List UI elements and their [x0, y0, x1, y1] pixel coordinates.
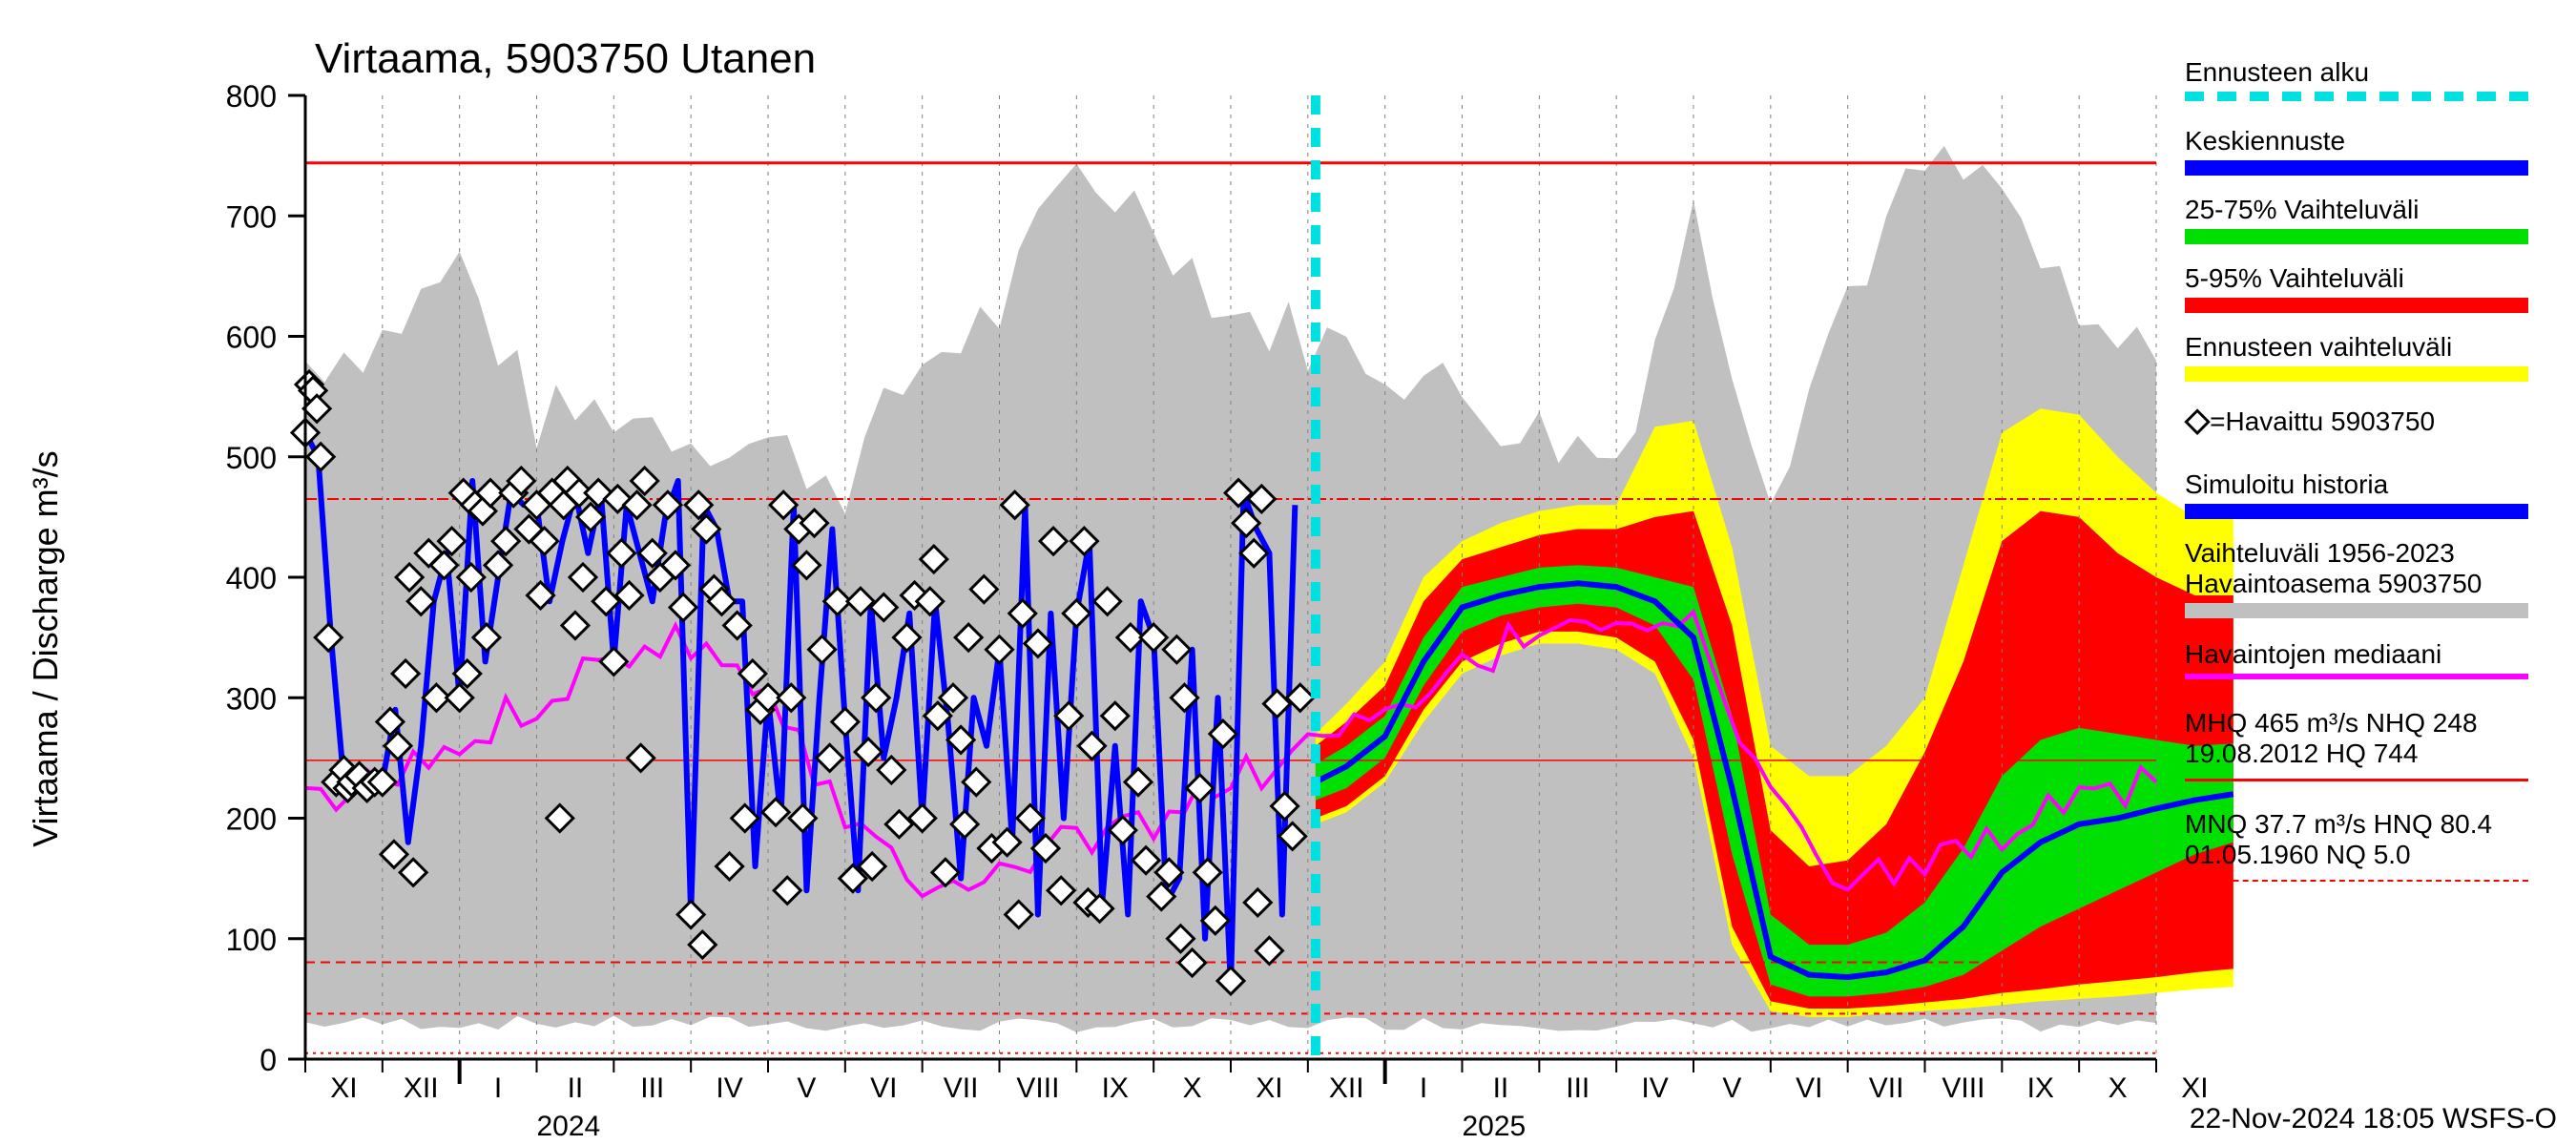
legend-swatch	[2185, 229, 2528, 244]
legend-label: MHQ 465 m³/s NHQ 248	[2185, 708, 2528, 739]
year-label: 2024	[537, 1111, 601, 1142]
y-tick-label: 500	[226, 441, 277, 475]
legend-text: Vaihteluväli 1956-2023	[2185, 538, 2455, 568]
legend-swatch	[2185, 504, 2528, 519]
x-tick-label: VIII	[1942, 1072, 1984, 1104]
x-tick-label: VI	[1796, 1072, 1822, 1104]
x-tick-label: II	[1493, 1072, 1509, 1104]
legend-label: Simuloitu historia	[2185, 469, 2528, 500]
legend-text-2: 01.05.1960 NQ 5.0	[2185, 840, 2528, 870]
x-tick-label: XI	[1256, 1072, 1282, 1104]
legend-label: Ennusteen alku	[2185, 57, 2528, 88]
legend-swatch	[2185, 603, 2528, 618]
x-tick-label: VII	[944, 1072, 979, 1104]
legend-text: =Havaittu 5903750	[2210, 406, 2435, 436]
legend-entry-p90: 5-95% Vaihteluväli	[2185, 263, 2528, 313]
legend-label: ◇=Havaittu 5903750	[2185, 401, 2435, 439]
legend-text: 5-95% Vaihteluväli	[2185, 263, 2404, 293]
y-axis-label: Virtaama / Discharge m³/s	[26, 450, 65, 846]
x-tick-label: III	[1566, 1072, 1589, 1104]
legend-text-2: Havaintoasema 5903750	[2185, 569, 2528, 599]
diamond-icon: ◇	[2185, 402, 2210, 438]
legend-text: Havaintojen mediaani	[2185, 639, 2441, 669]
legend-text-2: 19.08.2012 HQ 744	[2185, 739, 2528, 769]
legend-label: Vaihteluväli 1956-2023	[2185, 538, 2528, 569]
x-tick-label: XII	[404, 1072, 439, 1104]
legend-entry-iqr: 25-75% Vaihteluväli	[2185, 195, 2528, 244]
x-tick-label: XI	[2181, 1072, 2208, 1104]
legend-label: 25-75% Vaihteluväli	[2185, 195, 2528, 225]
y-tick-label: 100	[226, 923, 277, 957]
legend-entry-hist_range: Vaihteluväli 1956-2023 Havaintoasema 590…	[2185, 538, 2528, 618]
legend-entry-obs_median: Havaintojen mediaani	[2185, 639, 2528, 679]
x-tick-label: V	[797, 1072, 816, 1104]
legend-text: Ennusteen alku	[2185, 57, 2369, 87]
x-tick-label: IX	[1102, 1072, 1129, 1104]
legend-text: Ennusteen vaihteluväli	[2185, 332, 2452, 362]
x-tick-label: V	[1722, 1072, 1741, 1104]
x-tick-label: III	[640, 1072, 664, 1104]
legend-label: 5-95% Vaihteluväli	[2185, 263, 2528, 294]
y-tick-label: 200	[226, 802, 277, 837]
x-tick-label: XI	[330, 1072, 357, 1104]
chart-title: Virtaama, 5903750 Utanen	[315, 35, 816, 82]
x-tick-label: I	[494, 1072, 502, 1104]
year-label: 2025	[1463, 1111, 1527, 1142]
x-tick-label: X	[1183, 1072, 1202, 1104]
legend-text: MHQ 465 m³/s NHQ 248	[2185, 708, 2478, 738]
x-tick-label: IV	[716, 1072, 742, 1104]
x-tick-label: X	[2109, 1072, 2128, 1104]
y-tick-label: 0	[260, 1043, 277, 1077]
legend-entry-stats_high: MHQ 465 m³/s NHQ 24819.08.2012 HQ 744	[2185, 708, 2528, 781]
legend-swatch	[2185, 298, 2528, 313]
legend-entry-full_range: Ennusteen vaihteluväli	[2185, 332, 2528, 382]
y-tick-label: 600	[226, 321, 277, 355]
legend-entry-forecast_start: Ennusteen alku	[2185, 57, 2528, 101]
x-tick-label: VIII	[1016, 1072, 1059, 1104]
legend-label: Keskiennuste	[2185, 126, 2528, 156]
legend-label: Ennusteen vaihteluväli	[2185, 332, 2528, 363]
x-tick-label: IV	[1641, 1072, 1668, 1104]
x-tick-label: XII	[1329, 1072, 1364, 1104]
legend-text: Keskiennuste	[2185, 126, 2345, 156]
legend-entry-sim_hist: Simuloitu historia	[2185, 469, 2528, 519]
legend-text: MNQ 37.7 m³/s HNQ 80.4	[2185, 809, 2492, 839]
x-tick-label: VI	[870, 1072, 897, 1104]
legend-entry-median_forecast: Keskiennuste	[2185, 126, 2528, 176]
legend-text: 25-75% Vaihteluväli	[2185, 195, 2419, 224]
chart-stage: Virtaama, 5903750 Utanen Virtaama / Disch…	[0, 0, 2576, 1145]
legend-swatch	[2185, 779, 2528, 781]
legend-swatch	[2185, 92, 2528, 101]
legend-swatch	[2185, 160, 2528, 176]
y-tick-label: 400	[226, 561, 277, 595]
footer-timestamp: 22-Nov-2024 18:05 WSFS-O	[2190, 1103, 2557, 1135]
legend-swatch	[2185, 674, 2528, 679]
legend-entry-stats_low: MNQ 37.7 m³/s HNQ 80.401.05.1960 NQ 5.0	[2185, 809, 2528, 882]
legend-text: Simuloitu historia	[2185, 469, 2388, 499]
legend-swatch	[2185, 880, 2528, 882]
x-tick-label: VII	[1869, 1072, 1904, 1104]
x-tick-label: I	[1420, 1072, 1427, 1104]
legend-entry-observed: ◇=Havaittu 5903750	[2185, 401, 2435, 439]
legend-label: Havaintojen mediaani	[2185, 639, 2528, 670]
x-tick-label: II	[568, 1072, 584, 1104]
y-tick-label: 800	[226, 79, 277, 114]
legend-label: MNQ 37.7 m³/s HNQ 80.4	[2185, 809, 2528, 840]
legend-swatch	[2185, 366, 2528, 382]
y-tick-label: 300	[226, 681, 277, 716]
y-tick-label: 700	[226, 199, 277, 234]
x-tick-label: IX	[2027, 1072, 2054, 1104]
